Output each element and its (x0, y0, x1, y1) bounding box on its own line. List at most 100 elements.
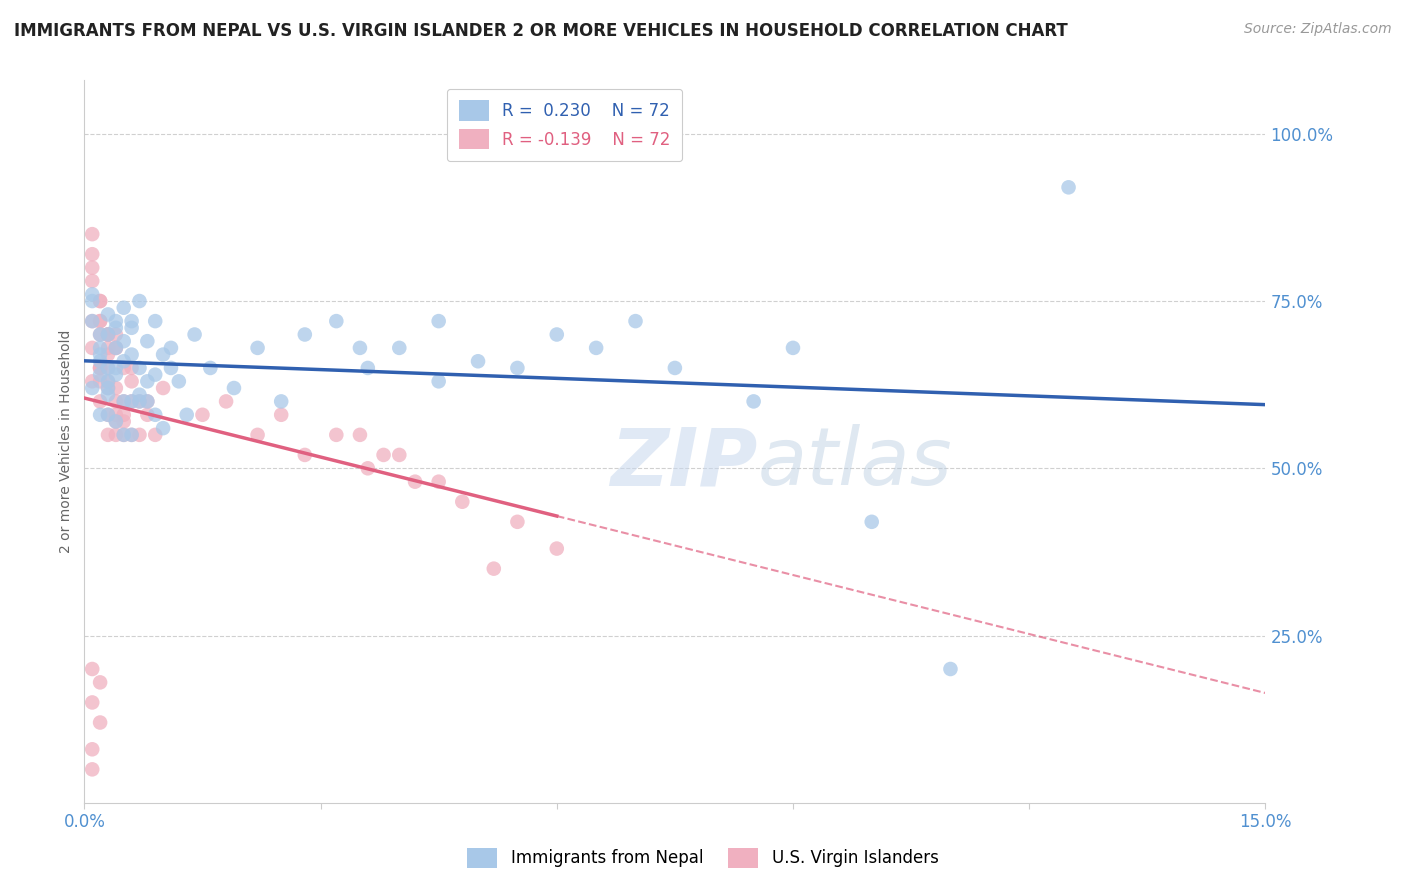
Point (97, 375, 120, 389)
Point (183, 327, 205, 342)
Point (112, 394, 135, 409)
Point (143, 314, 166, 328)
Point (160, 341, 183, 355)
Point (82, 381, 104, 395)
Point (82, 274, 104, 288)
Point (404, 475, 426, 489)
Point (136, 394, 159, 409)
Point (624, 314, 647, 328)
Point (104, 314, 127, 328)
Text: atlas: atlas (758, 425, 952, 502)
Point (939, 662, 962, 676)
Point (270, 408, 292, 422)
Point (427, 314, 450, 328)
Point (427, 475, 450, 489)
Point (270, 394, 292, 409)
Point (160, 361, 183, 376)
Text: ZIP: ZIP (610, 425, 758, 502)
Point (325, 427, 347, 442)
Point (104, 361, 127, 376)
Point (97, 375, 120, 389)
Point (128, 294, 150, 309)
Point (89, 294, 111, 309)
Point (112, 354, 135, 368)
Point (97, 427, 120, 442)
Point (97, 348, 120, 362)
Point (97, 327, 120, 342)
Point (112, 414, 135, 429)
Point (97, 327, 120, 342)
Point (121, 394, 143, 409)
Point (782, 341, 804, 355)
Point (89, 375, 111, 389)
Point (89, 368, 111, 382)
Point (136, 375, 159, 389)
Point (104, 394, 127, 409)
Point (143, 408, 166, 422)
Point (136, 394, 159, 409)
Point (112, 427, 135, 442)
Point (467, 354, 489, 368)
Point (143, 427, 166, 442)
Text: IMMIGRANTS FROM NEPAL VS U.S. VIRGIN ISLANDER 2 OR MORE VEHICLES IN HOUSEHOLD CO: IMMIGRANTS FROM NEPAL VS U.S. VIRGIN ISL… (14, 22, 1067, 40)
Point (136, 334, 159, 349)
Point (112, 394, 135, 409)
Point (112, 427, 135, 442)
Point (128, 361, 150, 376)
Point (97, 341, 120, 355)
Point (742, 394, 765, 409)
Point (294, 448, 316, 462)
Point (112, 361, 135, 376)
Point (89, 348, 111, 362)
Point (104, 414, 127, 429)
Point (121, 427, 143, 442)
Point (152, 381, 174, 395)
Point (121, 394, 143, 409)
Point (294, 327, 316, 342)
Point (222, 381, 245, 395)
Point (89, 354, 111, 368)
Point (82, 762, 104, 776)
Point (388, 448, 411, 462)
Point (451, 494, 474, 508)
Point (89, 408, 111, 422)
Point (167, 375, 190, 389)
Point (388, 341, 411, 355)
Point (89, 715, 111, 730)
Point (1057, 180, 1080, 194)
Point (104, 408, 127, 422)
Point (89, 675, 111, 690)
Point (89, 327, 111, 342)
Point (104, 427, 127, 442)
Point (82, 696, 104, 710)
Point (143, 368, 166, 382)
Point (585, 341, 607, 355)
Point (104, 381, 127, 395)
Point (104, 341, 127, 355)
Point (89, 294, 111, 309)
Point (82, 247, 104, 261)
Point (546, 327, 568, 342)
Point (89, 314, 111, 328)
Point (152, 421, 174, 435)
Point (506, 515, 529, 529)
Point (546, 541, 568, 556)
Legend: Immigrants from Nepal, U.S. Virgin Islanders: Immigrants from Nepal, U.S. Virgin Islan… (461, 841, 945, 875)
Point (121, 361, 143, 376)
Point (121, 427, 143, 442)
Point (82, 294, 104, 309)
Point (176, 408, 198, 422)
Point (82, 662, 104, 676)
Point (89, 361, 111, 376)
Point (97, 361, 120, 376)
Point (89, 341, 111, 355)
Point (104, 414, 127, 429)
Point (97, 387, 120, 401)
Point (97, 307, 120, 322)
Y-axis label: 2 or more Vehicles in Household: 2 or more Vehicles in Household (59, 330, 73, 553)
Point (82, 341, 104, 355)
Point (97, 408, 120, 422)
Point (82, 227, 104, 242)
Point (82, 287, 104, 301)
Point (427, 375, 450, 389)
